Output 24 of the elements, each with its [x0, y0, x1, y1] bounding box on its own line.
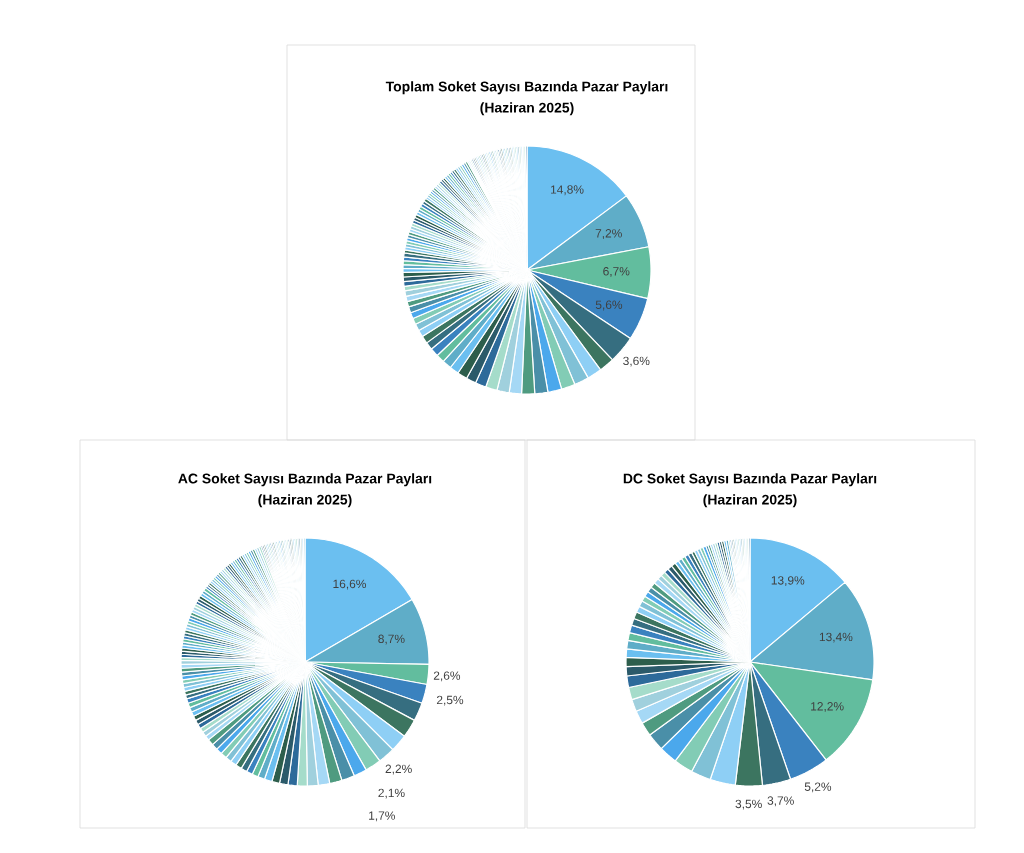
chart-subtitle: (Haziran 2025) — [258, 494, 352, 508]
data-label: 3,6% — [623, 356, 650, 367]
data-label: 2,2% — [385, 764, 412, 775]
chart-title: AC Soket Sayısı Bazında Pazar Payları — [178, 473, 432, 487]
data-label: 5,2% — [804, 782, 832, 793]
data-label: 3,5% — [735, 799, 762, 810]
data-label: 7,2% — [595, 229, 622, 239]
data-label: 14,8% — [551, 185, 584, 196]
data-label: 3,7% — [767, 796, 794, 807]
data-label: 5,6% — [595, 300, 623, 311]
data-label: 13,9% — [771, 576, 805, 587]
chart-subtitle: (Haziran 2025) — [703, 494, 797, 508]
data-label: 2,1% — [378, 788, 405, 799]
data-label: 16,6% — [333, 579, 367, 590]
data-label: 12,2% — [811, 702, 844, 712]
data-label: 1,7% — [369, 811, 396, 822]
chart-subtitle: (Haziran 2025) — [480, 102, 574, 116]
data-label: 2,6% — [433, 671, 461, 682]
chart-title: DC Soket Sayısı Bazında Pazar Payları — [623, 473, 877, 487]
data-label: 13,4% — [819, 632, 853, 643]
data-label: 6,7% — [603, 267, 630, 277]
data-label: 2,5% — [436, 695, 464, 706]
chart-title: Toplam Soket Sayısı Bazında Pazar Payları — [385, 81, 668, 95]
data-label: 8,7% — [378, 634, 405, 645]
